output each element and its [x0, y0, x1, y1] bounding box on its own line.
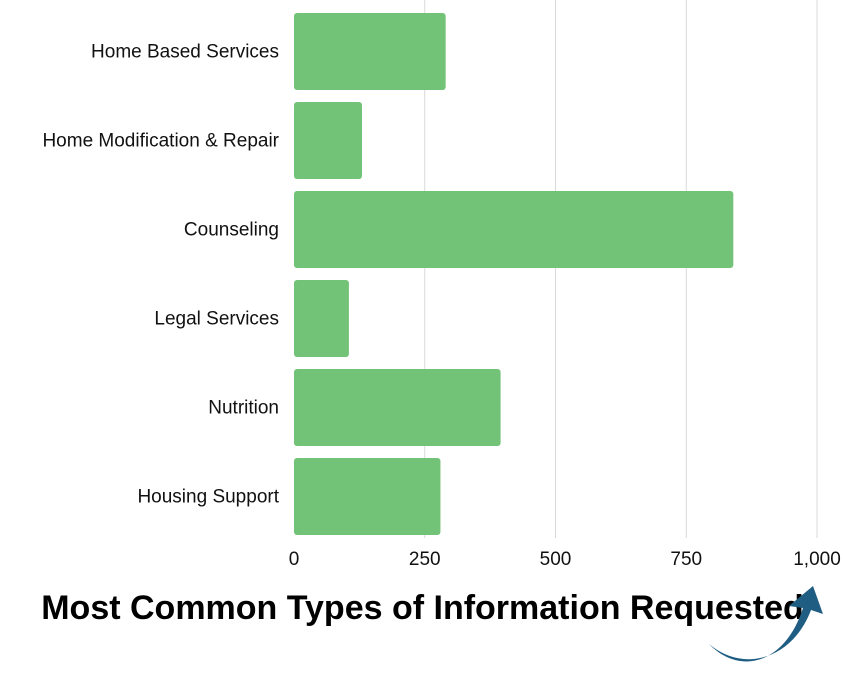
bar — [294, 191, 734, 268]
category-label: Home Based Services — [91, 42, 279, 63]
x-tick-label: 0 — [289, 549, 300, 570]
bar — [294, 458, 441, 535]
category-label: Counseling — [184, 220, 279, 241]
x-axis-tick-labels: 0 250 500 750 1,000 — [289, 549, 841, 570]
curved-arrow-up-right-icon — [709, 586, 823, 662]
x-tick-label: 1,000 — [793, 549, 841, 570]
chart-title: Most Common Types of Information Request… — [41, 589, 804, 627]
x-tick-label: 250 — [409, 549, 441, 570]
bar — [294, 102, 362, 179]
category-label: Legal Services — [154, 309, 279, 330]
category-label: Housing Support — [137, 487, 279, 508]
category-label: Home Modification & Repair — [42, 131, 279, 152]
bar — [294, 369, 501, 446]
category-label: Nutrition — [208, 398, 279, 419]
bar — [294, 13, 446, 90]
x-tick-label: 750 — [670, 549, 702, 570]
bar-chart: Home Based Services Home Modification & R… — [42, 0, 841, 570]
bars — [294, 13, 734, 535]
bar — [294, 280, 349, 357]
category-labels: Home Based Services Home Modification & R… — [42, 42, 279, 508]
gridlines — [424, 0, 818, 538]
x-tick-label: 500 — [540, 549, 572, 570]
